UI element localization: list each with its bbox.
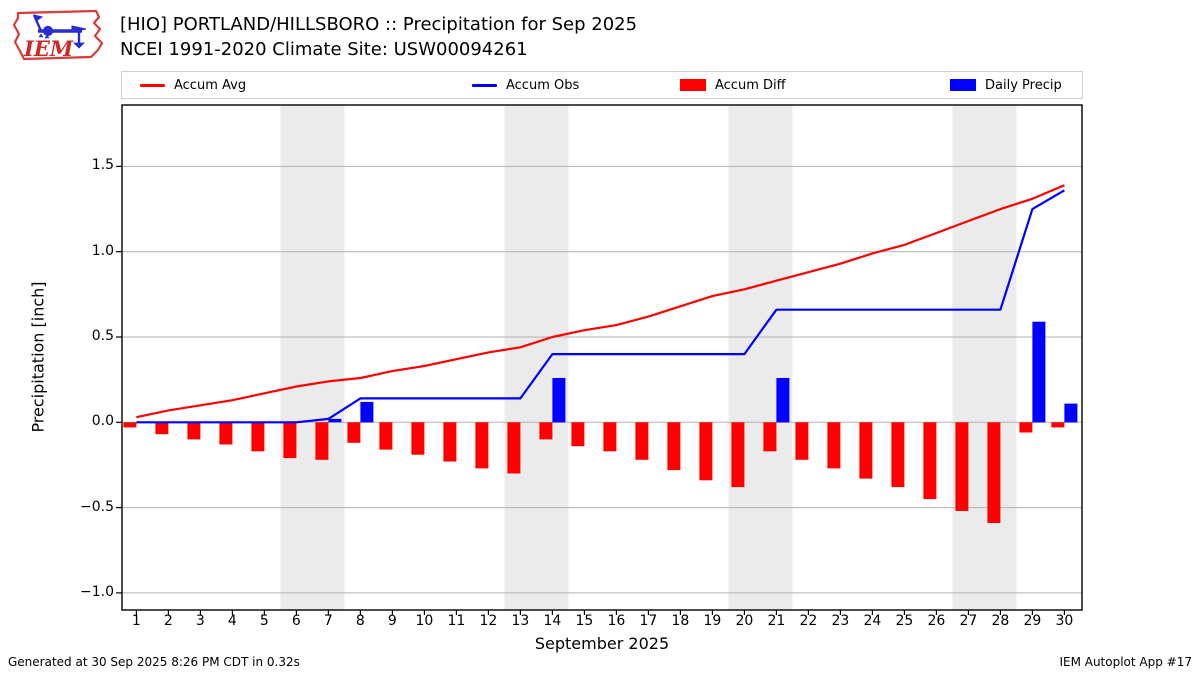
x-tick-label: 18 [671,613,690,629]
x-tick-label: 7 [323,613,333,629]
x-tick-label: 8 [355,613,365,629]
x-tick-label: 28 [991,613,1010,629]
x-tick-label: 2 [163,613,173,629]
x-tick-label: 1 [131,613,141,629]
x-tick-label: 23 [831,613,850,629]
logo-iem-text: IEM [23,36,74,61]
x-tick-label: 5 [259,613,269,629]
x-tick-label: 10 [415,613,434,629]
y-axis-tick-labels: −1.0 −0.5 0.0 0.5 1.0 1.5 [0,105,114,610]
y-tick-label: −0.5 [80,498,114,515]
legend-item-accum-avg: Accum Avg [140,72,246,98]
plot-area [116,104,1083,615]
y-axis-title: Precipitation [inch] [28,281,48,433]
x-tick-label: 9 [387,613,397,629]
legend-item-accum-diff: Accum Diff [680,72,786,98]
accum-diff-patch-swatch [680,79,706,91]
legend-item-accum-obs: Accum Obs [472,72,579,98]
daily-precip-patch-swatch [950,79,976,91]
x-tick-label: 12 [479,613,498,629]
weather-vane-icon [32,14,87,49]
legend-label: Accum Avg [174,77,247,93]
x-tick-label: 24 [863,613,882,629]
x-tick-label: 25 [895,613,914,629]
x-axis-tick-labels: 1 2 3 4 5 6 7 8 9 10 11 12 13 14 15 16 17 18 19 20 21 22 23 24 2… [122,613,1082,631]
y-tick-label: 0.0 [91,413,114,430]
x-tick-label: 6 [291,613,301,629]
x-tick-label: 11 [447,613,466,629]
accum-avg-line-swatch [140,83,165,87]
legend-label: Daily Precip [985,77,1062,93]
iem-logo: IEM [12,9,104,61]
x-tick-label: 30 [1055,613,1074,629]
x-tick-label: 29 [1023,613,1042,629]
y-tick-label: 1.0 [91,242,114,259]
chart-title: [HIO] PORTLAND/HILLSBORO :: Precipitatio… [120,14,638,35]
y-tick-label: 1.5 [91,157,114,174]
y-tick-label: −1.0 [80,583,114,600]
x-tick-label: 21 [767,613,786,629]
y-tick-label: 0.5 [91,328,114,345]
x-axis-title: September 2025 [534,634,670,653]
x-tick-label: 26 [927,613,946,629]
legend: Accum Avg Accum Obs Accum Diff Daily Pre… [121,71,1083,99]
chart-svg [116,104,1083,615]
chart-subtitle: NCEI 1991-2020 Climate Site: USW00094261 [120,39,528,60]
legend-label: Accum Diff [715,77,786,93]
x-tick-label: 13 [511,613,530,629]
x-tick-label: 27 [959,613,978,629]
x-tick-label: 3 [195,613,205,629]
footer-app-text: IEM Autoplot App #17 [1059,655,1192,669]
x-tick-label: 4 [227,613,237,629]
x-tick-label: 19 [703,613,722,629]
x-tick-label: 22 [799,613,818,629]
legend-item-daily-precip: Daily Precip [950,72,1062,98]
x-tick-label: 20 [735,613,754,629]
footer-generated-text: Generated at 30 Sep 2025 8:26 PM CDT in … [8,655,300,669]
x-tick-label: 15 [575,613,594,629]
accum-obs-line-swatch [472,83,497,87]
x-tick-label: 16 [607,613,626,629]
chart-title-block: [HIO] PORTLAND/HILLSBORO :: Precipitatio… [120,12,637,62]
x-tick-label: 14 [543,613,562,629]
legend-label: Accum Obs [506,77,580,93]
x-tick-label: 17 [639,613,658,629]
